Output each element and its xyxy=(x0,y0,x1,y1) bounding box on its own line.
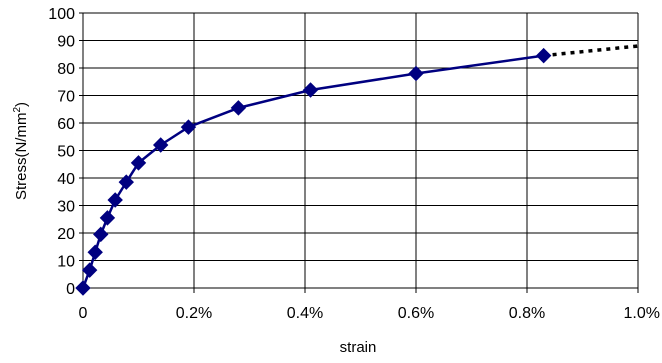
data-point-diamond xyxy=(180,119,197,135)
data-point-diamond xyxy=(302,82,319,98)
x-tick-label: 1.0% xyxy=(624,305,660,322)
data-point-diamond xyxy=(99,210,116,226)
x-tick-label: 0.6% xyxy=(398,305,434,322)
y-tick-label: 80 xyxy=(57,61,75,78)
data-point-diamond xyxy=(87,244,103,260)
series-layer xyxy=(81,44,639,289)
grid-layer xyxy=(79,12,639,293)
y-tick-labels: 0 10 20 30 40 50 60 70 80 90 100 xyxy=(48,6,75,298)
x-axis-title: strain xyxy=(340,339,377,356)
data-point-diamond xyxy=(130,155,147,171)
x-tick-label: 0.8% xyxy=(509,305,545,322)
y-axis-title-suffix: ) xyxy=(13,102,30,107)
marker-layer xyxy=(75,47,552,296)
x-tick-labels: 0 0.2% 0.4% 0.6% 0.8% 1.0% xyxy=(79,305,660,322)
data-point-diamond xyxy=(230,100,247,116)
y-tick-label: 20 xyxy=(57,226,75,243)
y-tick-label: 60 xyxy=(57,116,75,133)
data-point-diamond xyxy=(152,137,169,153)
data-point-diamond xyxy=(93,226,109,243)
data-point-diamond xyxy=(535,47,552,64)
y-axis-title: Stress(N/mm2) xyxy=(12,102,30,200)
data-point-diamond xyxy=(118,174,134,190)
data-point-diamond xyxy=(75,280,91,296)
y-axis-title-main: Stress(N/mm xyxy=(13,113,30,201)
y-tick-label: 50 xyxy=(57,144,75,161)
y-tick-label: 30 xyxy=(57,199,75,216)
x-tick-label: 0.2% xyxy=(176,305,212,322)
x-tick-label: 0.4% xyxy=(287,305,323,322)
y-tick-label: 70 xyxy=(57,89,75,106)
y-tick-label: 40 xyxy=(57,171,75,188)
x-tick-label: 0 xyxy=(79,305,88,322)
y-tick-label: 100 xyxy=(48,6,75,23)
data-point-diamond xyxy=(107,192,123,208)
y-tick-label: 10 xyxy=(57,254,75,271)
data-point-diamond xyxy=(81,262,98,278)
y-tick-label: 90 xyxy=(57,34,75,51)
data-point-diamond xyxy=(408,65,424,82)
dotted-extension-line xyxy=(543,44,639,58)
y-axis-title-superscript: 2 xyxy=(12,107,23,113)
y-tick-label: 0 xyxy=(66,281,75,298)
